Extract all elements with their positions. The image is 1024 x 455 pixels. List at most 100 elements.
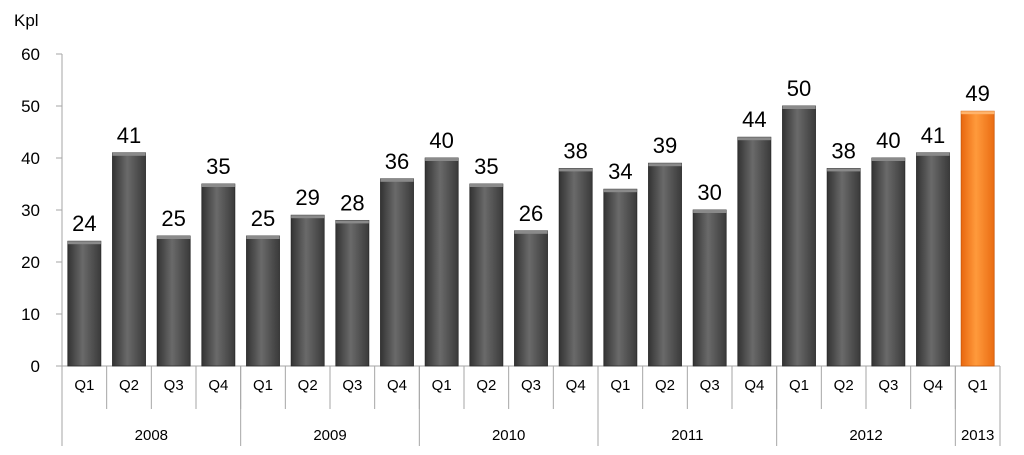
x-category-label: Q3 [164, 377, 184, 394]
x-group-label: 2012 [849, 427, 882, 444]
x-category-label: Q2 [476, 377, 496, 394]
bar [380, 178, 414, 367]
bar [826, 167, 861, 367]
x-group-label: 2010 [492, 427, 525, 444]
data-label: 25 [251, 206, 275, 231]
bar-top-edge [246, 236, 280, 239]
y-axis-ticks: 0 10 20 30 40 50 60 [21, 45, 62, 376]
bar-top-edge [961, 111, 995, 115]
data-label: 34 [608, 159, 632, 184]
bar [67, 240, 102, 367]
data-label: 38 [563, 138, 587, 163]
data-label: 35 [206, 154, 230, 179]
bar [692, 209, 727, 367]
bar [156, 235, 191, 367]
x-category-label: Q3 [342, 377, 362, 394]
data-label: 24 [72, 211, 96, 236]
data-label: 39 [653, 133, 677, 158]
x-category-label: Q1 [432, 377, 452, 394]
data-label: 41 [117, 123, 141, 148]
y-tick-label: 30 [21, 201, 40, 220]
bar-top-edge [559, 168, 593, 172]
bar-top-edge [782, 106, 816, 109]
x-category-label: Q3 [521, 377, 541, 394]
x-axis-year-groups: 2008 2009 2010 2011 2012 2013 [135, 366, 994, 446]
data-label: 44 [742, 107, 766, 132]
y-tick-label: 0 [31, 357, 40, 376]
bar [514, 230, 548, 367]
x-category-label: Q1 [789, 377, 809, 394]
bar-top-edge [380, 178, 414, 182]
x-category-label: Q4 [566, 377, 586, 394]
x-category-label: Q1 [610, 377, 630, 394]
bar [648, 162, 682, 367]
data-label: 30 [697, 180, 721, 205]
bar-top-edge [648, 163, 682, 167]
bar-top-edge [291, 215, 325, 219]
bar-top-edge [67, 241, 101, 245]
bar-top-edge [514, 230, 548, 234]
data-label: 36 [385, 149, 409, 174]
data-label: 38 [831, 138, 855, 163]
x-category-label: Q3 [878, 377, 898, 394]
data-label: 40 [876, 128, 900, 153]
y-tick-label: 60 [21, 45, 40, 64]
x-group-label: 2009 [313, 427, 346, 444]
bar-top-edge [425, 158, 459, 161]
bar [335, 219, 370, 367]
x-category-label: Q1 [968, 377, 988, 394]
bar-top-edge [335, 220, 369, 224]
bar [916, 152, 950, 367]
y-tick-label: 40 [21, 149, 40, 168]
bar [782, 105, 816, 367]
bar [112, 152, 146, 367]
bar [603, 188, 638, 367]
data-label: 25 [161, 206, 185, 231]
bar [246, 235, 280, 367]
x-category-label: Q2 [119, 377, 139, 394]
bar-top-edge [112, 152, 146, 156]
x-category-label: Q4 [923, 377, 943, 394]
x-category-label: Q4 [744, 377, 764, 394]
y-tick-label: 10 [21, 305, 40, 324]
x-category-label: Q1 [74, 377, 94, 394]
data-label: 35 [474, 154, 498, 179]
bar [469, 183, 504, 367]
bar-top-edge [201, 184, 235, 187]
bars [67, 105, 995, 367]
bar [737, 136, 772, 367]
bar [424, 157, 459, 367]
x-category-label: Q2 [298, 377, 318, 394]
bar-top-edge [157, 236, 191, 239]
x-category-label: Q2 [834, 377, 854, 394]
x-category-label: Q1 [253, 377, 273, 394]
bar [558, 167, 593, 367]
x-group-label: 2013 [961, 427, 994, 444]
data-label: 41 [921, 123, 945, 148]
data-label: 49 [965, 81, 989, 106]
data-labels: 24 41 25 35 25 29 28 36 40 35 26 38 34 39 30 44 50 38 40 41… [72, 76, 990, 236]
x-category-label: Q4 [208, 377, 228, 394]
bar [290, 214, 325, 367]
bar-top-edge [871, 158, 905, 161]
bar-top-edge [469, 184, 503, 187]
data-label: 29 [295, 185, 319, 210]
y-tick-label: 20 [21, 253, 40, 272]
x-category-label: Q3 [700, 377, 720, 394]
x-group-label: 2011 [671, 427, 703, 444]
bar [201, 183, 236, 367]
bar-top-edge [603, 189, 637, 193]
bar-top-edge [693, 210, 727, 213]
data-label: 28 [340, 190, 364, 215]
bar-top-edge [737, 137, 771, 141]
x-group-label: 2008 [135, 427, 168, 444]
bar-highlight [960, 110, 995, 367]
x-category-label: Q4 [387, 377, 407, 394]
y-axis-unit-label: Kpl [14, 11, 39, 30]
data-label: 26 [519, 201, 543, 226]
data-label: 50 [787, 76, 811, 101]
y-tick-label: 50 [21, 97, 40, 116]
bar-top-edge [916, 152, 950, 156]
bar [871, 157, 906, 367]
